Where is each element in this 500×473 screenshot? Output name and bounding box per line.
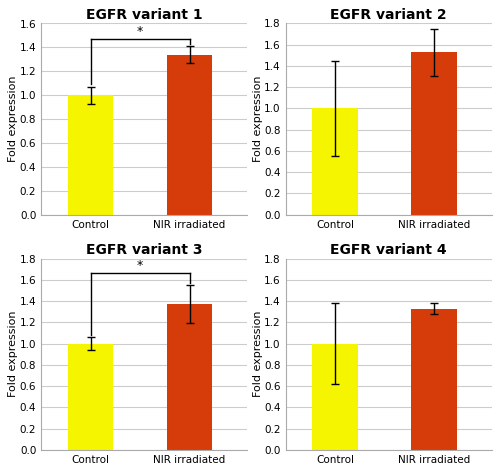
Title: EGFR variant 3: EGFR variant 3 <box>86 244 202 257</box>
Text: *: * <box>137 259 143 272</box>
Title: EGFR variant 4: EGFR variant 4 <box>330 244 447 257</box>
Y-axis label: Fold expression: Fold expression <box>8 76 18 162</box>
Bar <box>68 343 114 450</box>
Text: *: * <box>137 25 143 38</box>
Title: EGFR variant 1: EGFR variant 1 <box>86 9 202 22</box>
Title: EGFR variant 2: EGFR variant 2 <box>330 9 447 22</box>
Bar <box>167 304 212 450</box>
Y-axis label: Fold expression: Fold expression <box>253 311 263 397</box>
Bar <box>167 54 212 215</box>
Bar <box>312 108 358 215</box>
Bar <box>412 52 457 215</box>
Bar <box>312 343 358 450</box>
Y-axis label: Fold expression: Fold expression <box>253 76 263 162</box>
Bar <box>68 95 114 215</box>
Y-axis label: Fold expression: Fold expression <box>8 311 18 397</box>
Bar <box>412 308 457 450</box>
